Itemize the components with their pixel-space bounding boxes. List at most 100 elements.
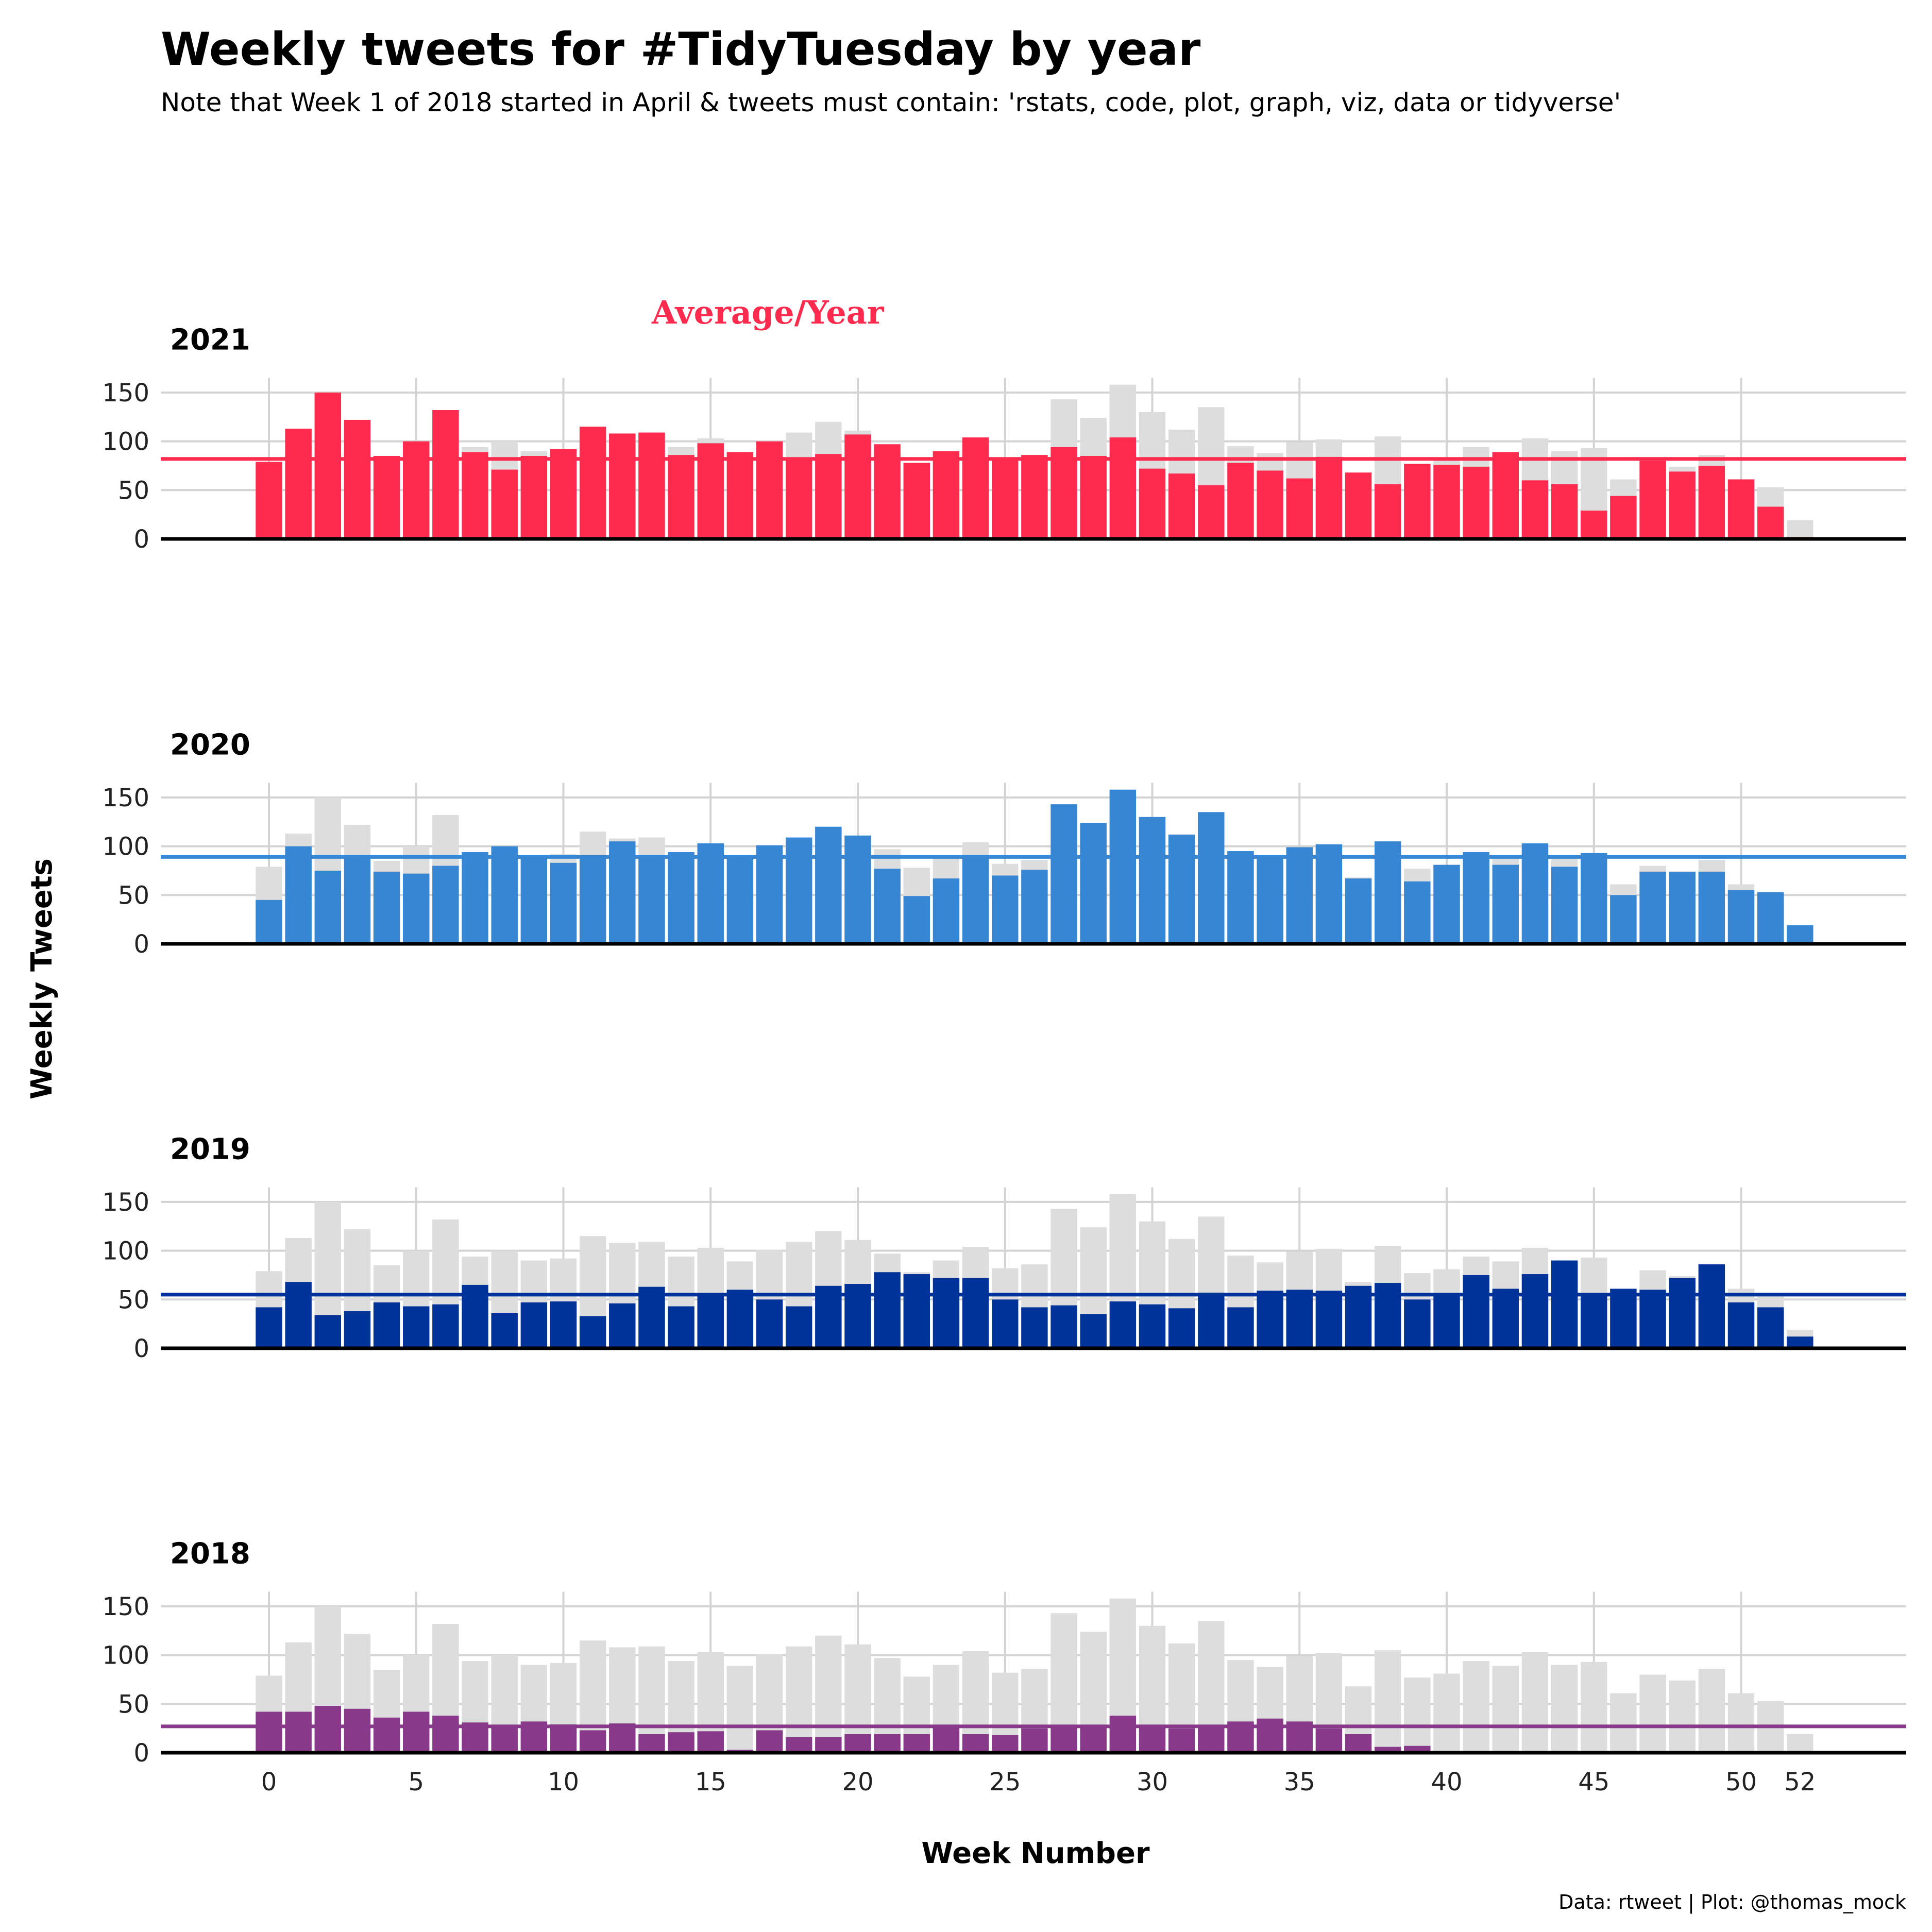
bar-2020-week-44 <box>1551 867 1578 944</box>
y-tick-label: 50 <box>118 476 149 505</box>
bar-2021-week-34 <box>1257 470 1283 539</box>
bar-2021-week-6 <box>432 410 459 539</box>
bar-2020-week-27 <box>1050 804 1077 944</box>
x-tick-label: 25 <box>989 1768 1021 1797</box>
bar-2020-week-30 <box>1139 817 1166 944</box>
bar-2020-week-43 <box>1521 843 1549 944</box>
bar-2019-week-14 <box>668 1306 694 1348</box>
bar-2018-week-22 <box>903 1734 930 1753</box>
y-tick-label: 150 <box>102 784 149 812</box>
bar-2018-week-30 <box>1139 1725 1166 1753</box>
bar-2018-week-5 <box>403 1711 430 1753</box>
bar-2019-week-18 <box>785 1306 812 1348</box>
bar-2021-week-45 <box>1581 511 1607 539</box>
bar-2020-week-9 <box>520 856 548 944</box>
bar-2021-week-44 <box>1551 484 1578 539</box>
bar-2021-week-24 <box>962 437 989 539</box>
bar-2021-week-30 <box>1139 468 1166 539</box>
bar-2020-week-31 <box>1168 834 1195 944</box>
background-bar <box>1492 1666 1519 1753</box>
bar-2018-week-8 <box>491 1725 518 1753</box>
bar-2019-week-17 <box>756 1299 783 1348</box>
x-tick-label: 0 <box>261 1768 277 1797</box>
bar-2021-week-37 <box>1345 472 1372 539</box>
bar-2021-week-3 <box>344 419 371 539</box>
bar-2018-week-3 <box>344 1708 371 1753</box>
y-tick-label: 150 <box>102 1592 149 1621</box>
bar-2021-week-10 <box>550 449 577 539</box>
bar-2021-week-19 <box>815 454 842 539</box>
bar-2019-week-2 <box>314 1315 342 1348</box>
bar-2019-week-34 <box>1257 1291 1283 1348</box>
background-bar <box>1551 1665 1578 1753</box>
bar-2018-week-34 <box>1257 1718 1283 1753</box>
bar-2021-week-11 <box>579 427 606 539</box>
bar-2021-week-42 <box>1492 452 1519 539</box>
bar-2020-week-48 <box>1669 871 1696 944</box>
panel-label-2019: 2019 <box>170 1132 250 1166</box>
bar-2020-week-29 <box>1109 789 1137 944</box>
bar-2018-week-15 <box>697 1731 724 1753</box>
bar-2018-week-1 <box>285 1711 312 1753</box>
bar-2021-week-41 <box>1463 466 1489 539</box>
y-tick-label: 100 <box>102 833 149 861</box>
bar-2020-week-45 <box>1581 853 1607 944</box>
bar-2018-week-11 <box>579 1730 606 1753</box>
x-tick-label: 30 <box>1137 1768 1168 1797</box>
bar-2019-week-3 <box>344 1311 371 1348</box>
bar-2020-week-14 <box>668 852 694 944</box>
bar-2021-week-39 <box>1404 464 1431 539</box>
bar-2020-week-25 <box>992 875 1019 944</box>
bar-2018-week-25 <box>992 1735 1019 1753</box>
bar-2020-week-49 <box>1698 871 1725 944</box>
background-bar <box>1787 520 1814 539</box>
bar-2018-week-19 <box>815 1737 842 1753</box>
bar-2020-week-21 <box>874 869 901 944</box>
x-tick-label: 10 <box>548 1768 579 1797</box>
y-tick-label: 150 <box>102 1188 149 1217</box>
panel-label-2018: 2018 <box>170 1537 250 1570</box>
bar-2021-week-12 <box>609 433 636 539</box>
bar-2021-week-17 <box>756 441 783 539</box>
panel-label-2021: 2021 <box>170 323 250 357</box>
bar-2021-week-13 <box>638 432 665 539</box>
x-tick-label: 15 <box>695 1768 726 1797</box>
background-bar <box>1669 1680 1696 1753</box>
bar-2019-week-4 <box>373 1302 400 1348</box>
bar-2020-week-4 <box>373 871 400 944</box>
bar-2019-week-33 <box>1227 1307 1254 1348</box>
bar-2020-week-16 <box>726 858 754 944</box>
facet-panels: 0501001502021Average/Year050100150202005… <box>102 294 1906 1797</box>
bar-2021-week-43 <box>1521 480 1549 539</box>
bar-2019-week-16 <box>726 1290 754 1348</box>
bar-2021-week-48 <box>1669 471 1696 539</box>
bar-2018-week-18 <box>785 1737 812 1753</box>
x-tick-label: 50 <box>1725 1768 1757 1797</box>
bar-2021-week-20 <box>844 434 871 539</box>
background-bar <box>1698 1669 1725 1753</box>
bar-2019-week-22 <box>903 1274 930 1348</box>
bar-2019-week-0 <box>256 1307 282 1348</box>
panel-2021: 0 50 100 150 2021 Average/Year <box>102 294 1906 554</box>
bar-2019-week-52 <box>1787 1336 1814 1348</box>
bar-2020-week-15 <box>697 843 724 944</box>
bar-2019-week-29 <box>1109 1301 1137 1348</box>
background-bar <box>1727 1693 1755 1753</box>
bar-2021-week-23 <box>933 451 960 539</box>
bar-2019-week-6 <box>432 1304 459 1348</box>
bar-2021-week-25 <box>992 459 1019 539</box>
bar-2019-week-48 <box>1669 1278 1696 1348</box>
bar-2019-week-1 <box>285 1282 312 1348</box>
bar-2019-week-10 <box>550 1301 577 1348</box>
bar-2018-week-28 <box>1080 1725 1107 1753</box>
bar-2020-week-17 <box>756 845 783 944</box>
bar-2019-week-26 <box>1021 1307 1048 1348</box>
bar-2020-week-51 <box>1757 892 1784 944</box>
bar-2018-week-32 <box>1198 1725 1225 1753</box>
bar-2021-week-51 <box>1757 506 1784 539</box>
bar-2019-week-35 <box>1286 1290 1313 1348</box>
bar-2021-week-1 <box>285 428 312 539</box>
background-bar <box>815 1635 842 1753</box>
bar-2021-week-27 <box>1050 447 1077 539</box>
bar-2021-week-0 <box>256 462 282 539</box>
